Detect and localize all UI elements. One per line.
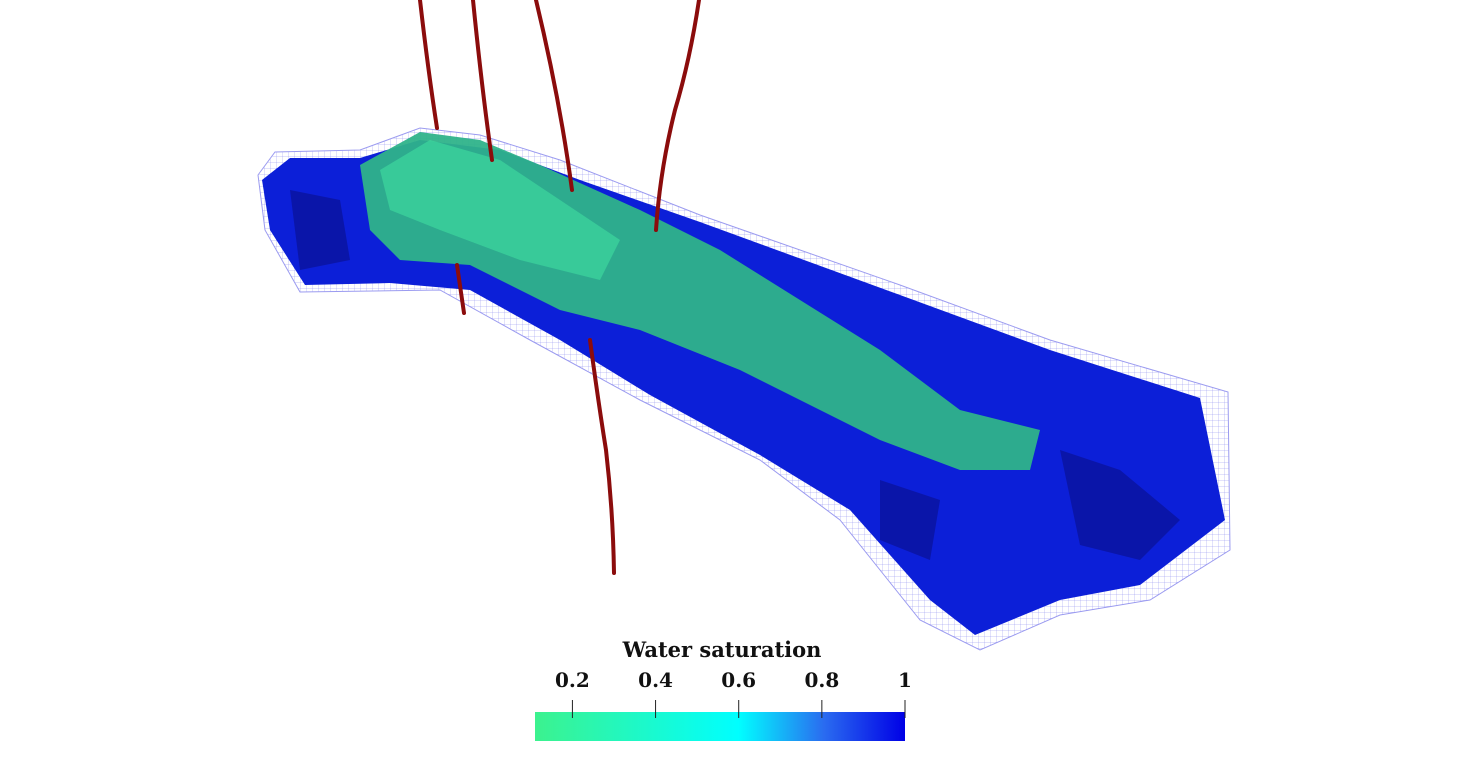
reservoir (257, 127, 1231, 651)
colorbar-tick-label: 0.6 (721, 668, 756, 692)
well (534, 0, 574, 192)
colorbar-tick-label: 0.2 (555, 668, 590, 692)
wells (418, 0, 701, 575)
colorbar-tick-label: 1 (898, 668, 912, 692)
colorbar-tick-label: 0.4 (638, 668, 673, 692)
colorbar-tick-label: 0.8 (804, 668, 839, 692)
well (588, 338, 616, 575)
well (471, 0, 494, 162)
well (654, 0, 701, 232)
colorbar: Water saturation 0.2 0.4 0.6 0.8 1 (535, 637, 912, 741)
well (418, 0, 439, 130)
well (455, 263, 466, 315)
colorbar-title: Water saturation (622, 637, 822, 662)
dark-patches (290, 190, 1180, 560)
colorbar-gradient (535, 712, 905, 741)
green-highlight (380, 140, 620, 280)
